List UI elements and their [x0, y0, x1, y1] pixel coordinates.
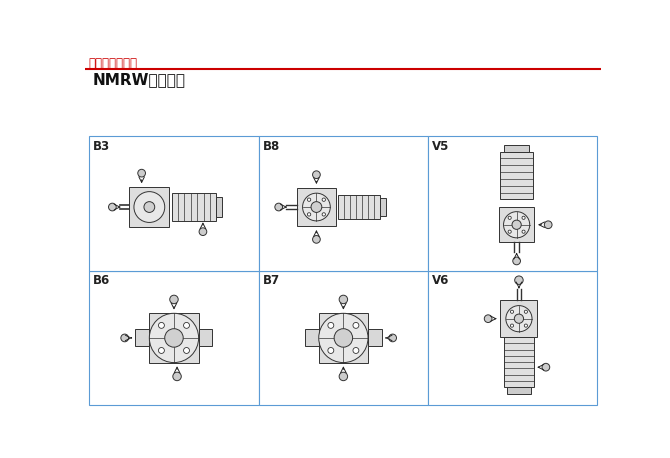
Circle shape [339, 295, 348, 304]
Circle shape [506, 305, 532, 332]
Circle shape [184, 322, 190, 328]
Bar [428, 136, 598, 271]
Text: B7: B7 [263, 274, 279, 288]
Bar [297, 188, 336, 226]
Circle shape [511, 310, 514, 313]
Circle shape [525, 310, 527, 313]
Bar [259, 136, 428, 271]
Bar [499, 207, 535, 242]
Bar [338, 195, 381, 219]
Bar [368, 329, 382, 346]
Text: V6: V6 [432, 274, 450, 288]
Bar [89, 136, 259, 271]
Circle shape [184, 348, 190, 354]
Circle shape [308, 213, 311, 216]
Circle shape [165, 329, 183, 347]
Circle shape [308, 198, 311, 202]
Bar [198, 329, 212, 346]
Circle shape [275, 203, 283, 211]
Circle shape [173, 372, 182, 381]
Circle shape [522, 230, 525, 233]
Circle shape [328, 348, 334, 354]
Circle shape [322, 198, 326, 202]
Circle shape [508, 230, 511, 233]
Text: V5: V5 [432, 140, 450, 153]
Circle shape [511, 324, 514, 327]
Circle shape [149, 313, 198, 363]
Circle shape [159, 348, 164, 354]
Text: NMRW安装方位: NMRW安装方位 [93, 72, 186, 87]
Circle shape [138, 169, 145, 177]
Circle shape [319, 313, 368, 363]
Bar [135, 329, 149, 346]
Circle shape [313, 235, 320, 243]
Text: B3: B3 [93, 140, 111, 153]
Bar [89, 271, 259, 405]
Circle shape [313, 171, 320, 179]
Text: 结构及安装方式: 结构及安装方式 [88, 57, 137, 70]
Bar [505, 145, 529, 152]
Bar [319, 313, 368, 363]
Bar [500, 300, 537, 337]
Bar [129, 187, 170, 227]
Bar [172, 193, 216, 221]
Circle shape [109, 203, 116, 211]
Text: B6: B6 [93, 274, 111, 288]
Circle shape [504, 212, 530, 238]
Text: B8: B8 [263, 140, 280, 153]
Bar [381, 198, 386, 216]
Circle shape [484, 315, 492, 322]
Circle shape [544, 221, 552, 229]
Bar [428, 271, 598, 405]
Bar [216, 197, 222, 217]
Circle shape [303, 193, 330, 221]
Circle shape [542, 363, 549, 371]
Circle shape [159, 322, 164, 328]
Circle shape [515, 276, 523, 284]
Bar [305, 329, 319, 346]
Circle shape [353, 348, 359, 354]
Bar [500, 152, 533, 199]
Circle shape [170, 295, 178, 304]
Circle shape [525, 324, 527, 327]
Circle shape [515, 314, 523, 323]
Bar [507, 387, 531, 394]
Circle shape [508, 216, 511, 219]
Bar [149, 313, 198, 363]
Bar [505, 337, 533, 387]
Circle shape [334, 329, 352, 347]
Circle shape [353, 322, 359, 328]
Circle shape [134, 191, 165, 223]
Circle shape [339, 372, 348, 381]
Circle shape [199, 228, 207, 235]
Circle shape [513, 257, 521, 265]
Circle shape [322, 213, 326, 216]
Circle shape [389, 334, 397, 342]
Circle shape [522, 216, 525, 219]
Circle shape [311, 202, 322, 213]
Bar [259, 271, 428, 405]
Circle shape [512, 220, 521, 229]
Circle shape [121, 334, 129, 342]
Circle shape [144, 202, 155, 213]
Circle shape [328, 322, 334, 328]
